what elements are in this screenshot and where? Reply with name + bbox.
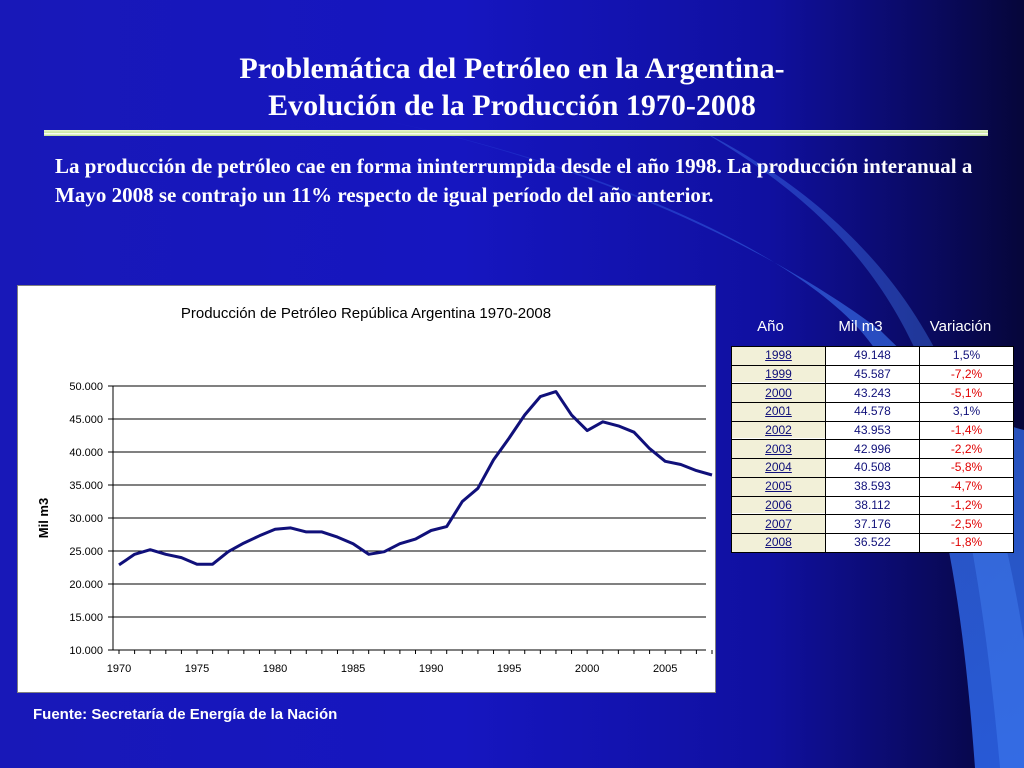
title-divider [44, 130, 988, 136]
table-row: 2004 40.508 -5,8% [731, 458, 1014, 478]
year-cell: 2005 [731, 476, 826, 497]
slide-title: Problemática del Petróleo en la Argentin… [0, 50, 1024, 124]
value-cell: 45.587 [825, 364, 920, 385]
slide-title-line2: Evolución de la Producción 1970-2008 [268, 89, 756, 122]
value-cell: 42.996 [825, 439, 920, 460]
variation-cell: 1,5% [919, 346, 1014, 366]
variation-cell: -5,1% [919, 383, 1014, 404]
x-tick-label: 1970 [107, 663, 131, 675]
value-cell: 37.176 [825, 514, 920, 534]
production-chart: Producción de Petróleo República Argenti… [17, 285, 716, 693]
x-tick-label: 1980 [263, 663, 287, 675]
variation-cell: -4,7% [919, 476, 1014, 497]
year-cell: 1998 [731, 346, 826, 366]
table-row: 2008 36.522 -1,8% [731, 532, 1014, 553]
year-cell: 2006 [731, 495, 826, 516]
value-cell: 38.593 [825, 476, 920, 497]
y-tick-label: 25.000 [69, 546, 103, 558]
value-cell: 38.112 [825, 495, 920, 516]
x-tick-label: 2005 [653, 663, 677, 675]
slide-title-line1: Problemática del Petróleo en la Argentin… [239, 52, 785, 85]
year-cell: 1999 [731, 364, 826, 385]
x-tick-label: 1990 [419, 663, 443, 675]
y-tick-label: 30.000 [69, 513, 103, 525]
x-tick-label: 1985 [341, 663, 365, 675]
intro-paragraph: La producción de petróleo cae en forma i… [55, 154, 973, 207]
table-row: 2005 38.593 -4,7% [731, 476, 1014, 497]
year-cell: 2004 [731, 458, 826, 478]
year-cell: 2003 [731, 439, 826, 460]
variation-cell: -2,2% [919, 439, 1014, 460]
x-tick-label: 1995 [497, 663, 521, 675]
x-tick-label: 2000 [575, 663, 599, 675]
header-variation: Variación [929, 318, 992, 335]
y-tick-label: 15.000 [69, 612, 103, 624]
variation-cell: -5,8% [919, 458, 1014, 478]
y-tick-label: 10.000 [69, 645, 103, 657]
production-chart-svg: Producción de Petróleo República Argenti… [36, 305, 713, 675]
production-table: 1998 49.148 1,5% 1999 45.587 -7,2% 2000 43.243-… [731, 346, 1014, 553]
value-cell: 40.508 [825, 458, 920, 478]
variation-cell: -1,2% [919, 495, 1014, 516]
chart-title: Producción de Petróleo República Argenti… [181, 305, 551, 322]
value-cell: 44.578 [825, 402, 920, 422]
year-cell: 2008 [731, 532, 826, 553]
table-row: 2007 37.176 -2,5% [731, 514, 1014, 534]
source-note: Fuente: Secretaría de Energía de la Naci… [33, 706, 338, 723]
y-tick-label: 45.000 [69, 414, 103, 426]
header-year: Año [757, 318, 784, 335]
header-value: Mil m3 [838, 318, 883, 335]
variation-cell: -1,8% [919, 532, 1014, 553]
y-tick-label: 35.000 [69, 480, 103, 492]
y-tick-label: 50.000 [69, 381, 103, 393]
value-cell: 49.148 [825, 346, 920, 366]
variation-cell: -1,4% [919, 420, 1014, 441]
table-row: 2002 43.953 -1,4% [731, 420, 1014, 441]
table-row: 1999 45.587 -7,2% [731, 364, 1014, 385]
variation-cell: 3,1% [919, 402, 1014, 422]
x-tick-label: 1975 [185, 663, 209, 675]
variation-cell: -7,2% [919, 364, 1014, 385]
y-axis-label: Mil m3 [36, 498, 51, 538]
value-cell: 36.522 [825, 532, 920, 553]
table-header: Año Mil m3 Variación [733, 318, 1016, 338]
table-row: 2001 44.578 3,1% [731, 402, 1014, 422]
year-cell: 2001 [731, 402, 826, 422]
production-series-line [118, 390, 713, 567]
table-row: 2000 43.243 -5,1% [731, 383, 1014, 404]
value-cell: 43.243 [825, 383, 920, 404]
y-tick-label: 40.000 [69, 447, 103, 459]
year-cell: 2007 [731, 514, 826, 534]
year-cell: 2000 [731, 383, 826, 404]
table-row: 1998 49.148 1,5% [731, 346, 1014, 366]
variation-cell: -2,5% [919, 514, 1014, 534]
table-row: 2003 42.996 -2,2% [731, 439, 1014, 460]
value-cell: 43.953 [825, 420, 920, 441]
year-cell: 2002 [731, 420, 826, 441]
y-tick-label: 20.000 [69, 579, 103, 591]
table-row: 2006 38.112 -1,2% [731, 495, 1014, 516]
